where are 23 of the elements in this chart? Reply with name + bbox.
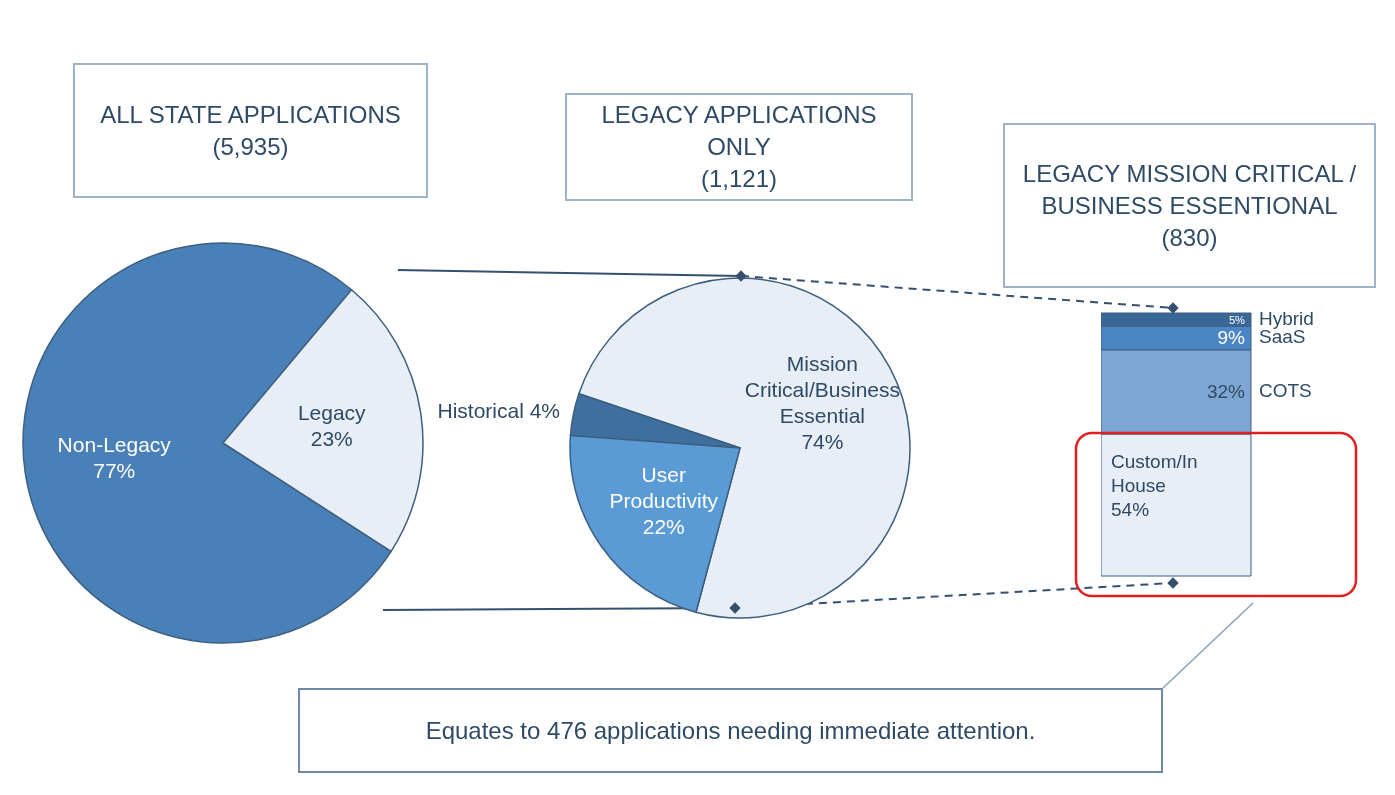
series-label: COTS	[1259, 379, 1312, 401]
series-label: Custom/In House	[1111, 450, 1198, 496]
slice-label: User Productivity	[609, 462, 719, 512]
data-label: 32%	[1206, 381, 1246, 403]
slice-label: Non-Legacy	[57, 433, 172, 456]
data-label: 5%	[1228, 313, 1246, 326]
data-label: 74%	[801, 429, 844, 453]
data-label: 9%	[1217, 327, 1246, 349]
data-label: 22%	[642, 514, 685, 538]
series-label: Hybrid	[1259, 307, 1314, 329]
slice-label: Mission Critical/Business Essential	[744, 351, 901, 427]
data-label: 23%	[310, 426, 353, 450]
chart-subtitle: (830)	[1160, 222, 1219, 253]
chart-title: ALL STATE APPLICATIONS	[99, 99, 402, 130]
data-label: 77%	[93, 459, 136, 482]
chart-title: LEGACY APPLICATIONS ONLY	[600, 100, 878, 162]
data-label: 54%	[1111, 498, 1150, 520]
chart-subtitle: (5,935)	[211, 131, 290, 162]
slice-label: Historical 4%	[437, 398, 561, 422]
text: Equates to 476 applications needing immediate attention.	[298, 688, 1163, 773]
slice-label: Legacy	[297, 400, 367, 424]
chart-title: LEGACY MISSION CRITICAL / BUSINESS ESSENTIONAL	[1021, 158, 1358, 221]
chart-subtitle: (1,121)	[699, 164, 778, 194]
